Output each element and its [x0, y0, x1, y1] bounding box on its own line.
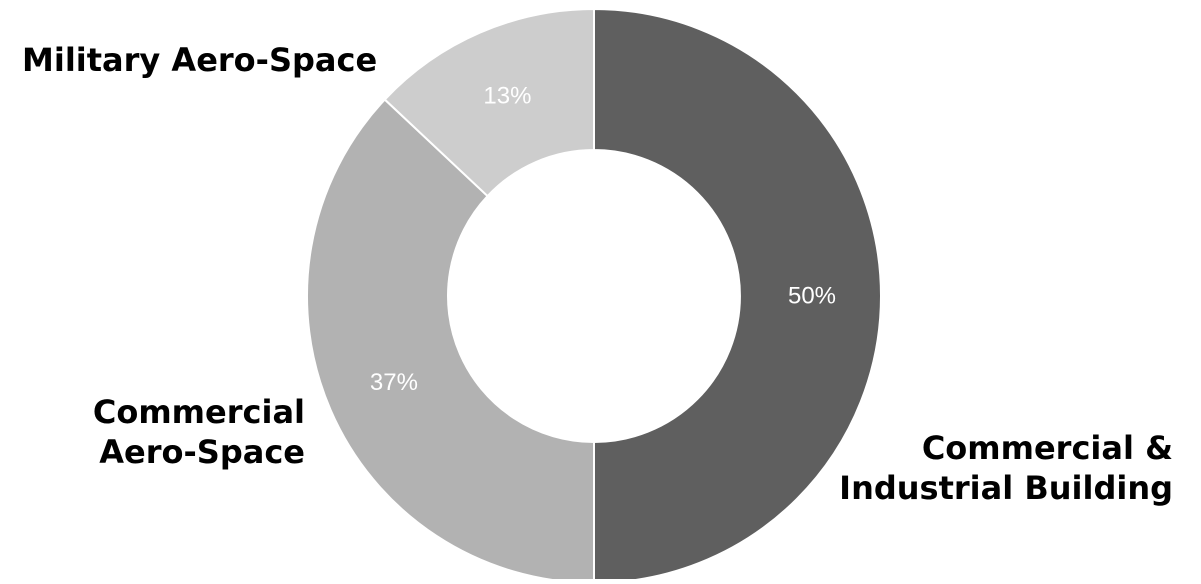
slices-group [306, 7, 882, 584]
slice-commercial-aero-space [306, 98, 595, 584]
category-label-line: Commercial [92, 393, 305, 431]
value-labels-group: 50% 37% 13% [370, 82, 836, 396]
slice-commercial-and-industrial-building [593, 7, 882, 584]
category-label-military-aero-space: Military Aero-Space [22, 40, 377, 80]
category-label-line: Commercial & [921, 429, 1173, 467]
category-label-commercial-aero-space: Commercial Aero-Space [93, 392, 305, 472]
value-label-commercial-and-industrial-building: 50% [788, 283, 836, 310]
category-label-line: Aero-Space [99, 433, 305, 471]
value-label-military-aero-space: 13% [483, 82, 531, 109]
slice-military-aero-space [383, 7, 595, 198]
category-label-commercial-industrial-building: Commercial & Industrial Building [839, 428, 1173, 508]
category-label-line: Military Aero-Space [22, 41, 378, 79]
value-label-commercial-aero-space: 37% [370, 369, 418, 396]
category-label-line: Industrial Building [839, 469, 1173, 507]
